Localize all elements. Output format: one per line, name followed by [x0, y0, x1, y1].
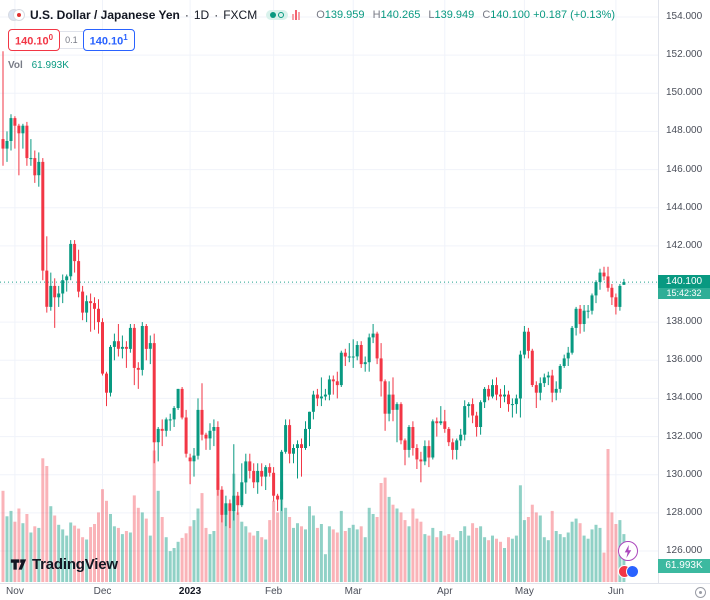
- time-scale-label: Apr: [436, 586, 453, 597]
- time-scale-label: Nov: [6, 586, 24, 597]
- price-scale-label: 132.000: [666, 430, 703, 442]
- price-scale-label: 146.000: [666, 163, 703, 175]
- time-scale-label: Mar: [344, 586, 362, 597]
- timeframe-label[interactable]: 1D: [193, 8, 210, 22]
- price-scale-label: 134.000: [666, 392, 703, 404]
- tradingview-mark-icon: [10, 559, 27, 570]
- buy-button[interactable]: 140.101: [82, 29, 135, 51]
- price-scale-label: 148.000: [666, 125, 703, 137]
- legend-icons: [266, 10, 301, 20]
- symbol-row: U.S. Dollar / Japanese Yen · 1D · FXCM O…: [8, 8, 615, 22]
- separator-dot: ·: [214, 8, 219, 22]
- high-label: H: [372, 9, 381, 21]
- change-percent: (+0.13%): [570, 9, 616, 21]
- close-label: C: [482, 9, 491, 21]
- change-value: +0.187: [533, 9, 568, 21]
- price-scale-label: 152.000: [666, 49, 703, 61]
- price-scale-label: 128.000: [666, 506, 703, 518]
- quick-action-lightning-button[interactable]: [618, 541, 638, 561]
- time-scale-label: 2023: [178, 586, 202, 597]
- tradingview-logo[interactable]: TradingView: [10, 556, 118, 573]
- low-value: 139.949: [434, 9, 475, 21]
- separator-dot: ·: [184, 8, 189, 22]
- price-scale-label: 130.000: [666, 468, 703, 480]
- ohlc-values: O139.959 H140.265 L139.949 C140.100 +0.1…: [311, 9, 615, 21]
- price-scale-label: 150.000: [666, 87, 703, 99]
- time-axis-clock-icon[interactable]: [695, 587, 706, 598]
- open-value: 139.959: [324, 9, 365, 21]
- exchange-label[interactable]: FXCM: [223, 8, 258, 22]
- bar-countdown: 15:42:32: [658, 288, 710, 300]
- volume-axis-badge: 61.993K: [658, 559, 710, 573]
- time-scale[interactable]: Nov Dec 2023 Feb Mar Apr May Jun: [0, 583, 710, 600]
- volume-label[interactable]: Vol: [8, 59, 23, 71]
- price-scale-label: 138.000: [666, 316, 703, 328]
- trade-widget: 140.100 0.1 140.101: [8, 29, 615, 51]
- time-scale-label: Jun: [607, 586, 624, 597]
- volume-value: 61.993K: [31, 59, 69, 71]
- tradingview-logo-text: TradingView: [32, 556, 118, 573]
- high-value: 140.265: [380, 9, 421, 21]
- volume-indicator-icon[interactable]: [292, 10, 301, 20]
- open-label: O: [316, 9, 325, 21]
- time-scale-label: Dec: [93, 586, 112, 597]
- chart-canvas[interactable]: [0, 0, 658, 583]
- time-scale-label: Feb: [265, 586, 283, 597]
- last-price-value: 140.100: [658, 275, 710, 289]
- price-scale-label: 136.000: [666, 354, 703, 366]
- symbol-logo-icon[interactable]: [8, 8, 25, 22]
- low-label: L: [428, 9, 435, 21]
- chart-legend: U.S. Dollar / Japanese Yen · 1D · FXCM O…: [8, 8, 615, 71]
- price-scale-label: 126.000: [666, 544, 703, 556]
- lightning-icon: [624, 544, 632, 558]
- price-scale-label: 144.000: [666, 201, 703, 213]
- symbol-title[interactable]: U.S. Dollar / Japanese Yen: [30, 8, 180, 22]
- time-scale-label: May: [514, 586, 534, 597]
- volume-row: Vol 61.993K: [8, 60, 615, 71]
- last-price-badge: 140.100 15:42:32: [658, 275, 710, 300]
- blue-reaction-icon: [626, 565, 639, 578]
- price-scale-label: 154.000: [666, 11, 703, 22]
- visibility-toggle-icon[interactable]: [266, 10, 289, 20]
- price-scale-label: 142.000: [666, 239, 703, 251]
- sell-button[interactable]: 140.100: [8, 29, 61, 51]
- close-value: 140.100: [490, 9, 531, 21]
- spread-value: 0.1: [60, 30, 83, 49]
